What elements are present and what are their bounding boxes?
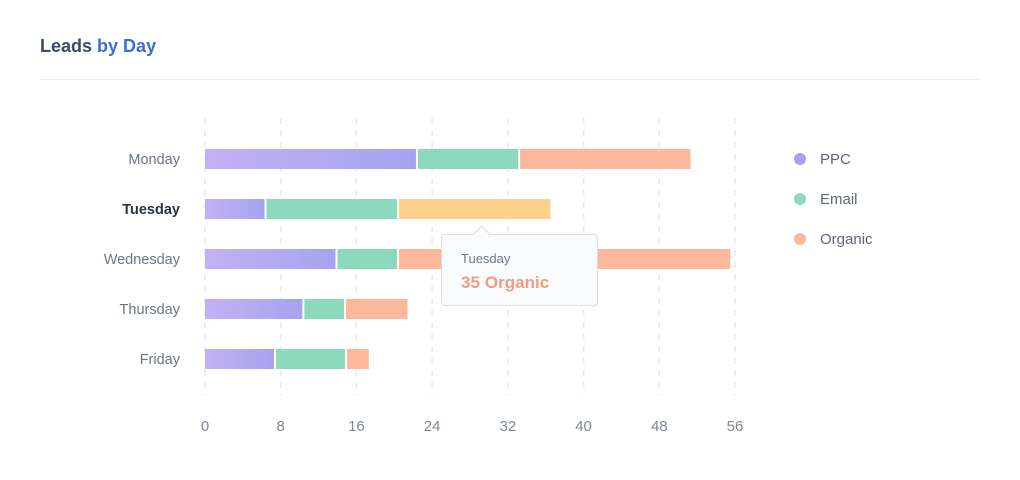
tooltip-value-line: 35 Organic <box>461 273 554 293</box>
y-category-label: Friday <box>140 352 181 368</box>
y-category-label: Tuesday <box>122 202 180 218</box>
x-tick-label: 0 <box>201 418 209 435</box>
legend-swatch <box>794 153 806 165</box>
x-tick-label: 8 <box>277 418 285 435</box>
x-tick-label: 24 <box>424 418 441 435</box>
bar-segment <box>205 349 274 369</box>
chart-title-part1: Leads <box>40 36 93 56</box>
tooltip-label: Tuesday <box>461 251 511 266</box>
chart-title: Leads by Day <box>40 36 156 57</box>
legend-swatch <box>794 193 806 205</box>
bar-segment <box>399 199 551 219</box>
bar-segment <box>205 199 265 219</box>
chart-title-part2: by Day <box>97 36 157 56</box>
bar-segment <box>205 299 303 319</box>
bar-segment <box>205 149 416 169</box>
bar-segment <box>275 349 345 369</box>
bar-segment <box>520 149 691 169</box>
bar-segment <box>304 299 345 319</box>
x-tick-label: 32 <box>500 418 517 435</box>
x-tick-label: 40 <box>575 418 592 435</box>
legend-label: Organic <box>820 231 873 248</box>
y-category-label: Monday <box>128 152 180 168</box>
x-tick-label: 56 <box>727 418 744 435</box>
bar-segment <box>205 249 336 269</box>
x-tick-label: 48 <box>651 418 668 435</box>
bar-segment <box>337 249 398 269</box>
bar-segment <box>266 199 398 219</box>
bar-segment <box>346 349 369 369</box>
bar-segment <box>346 299 408 319</box>
legend-label: Email <box>820 191 858 208</box>
tooltip-value: 35 <box>461 273 480 292</box>
tooltip: Tuesday 35 Organic <box>441 225 598 306</box>
y-category-label: Wednesday <box>104 252 181 268</box>
y-category-label: Thursday <box>120 302 181 318</box>
legend-swatch <box>794 233 806 245</box>
legend-label: PPC <box>820 151 851 168</box>
tooltip-series: Organic <box>484 273 550 292</box>
title-divider <box>40 79 980 80</box>
bar-segment <box>417 149 519 169</box>
x-tick-label: 16 <box>348 418 365 435</box>
